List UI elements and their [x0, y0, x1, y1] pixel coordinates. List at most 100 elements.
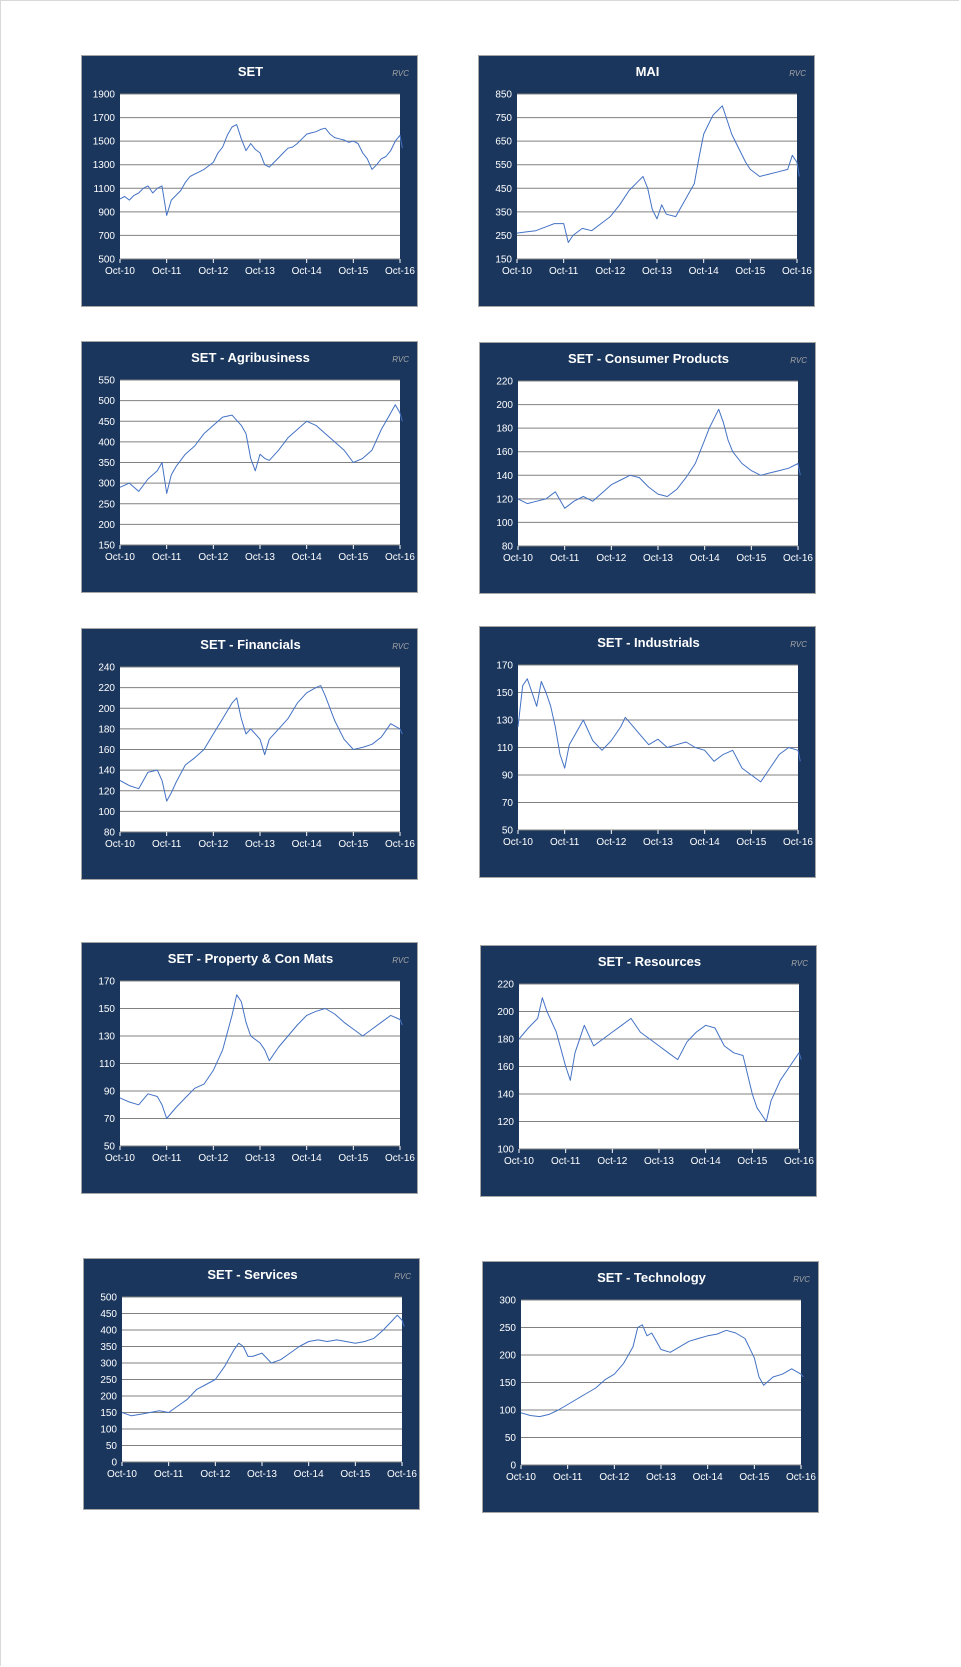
chart-title: SET - Consumer Products	[567, 351, 730, 366]
x-tick-label: Oct-14	[690, 553, 720, 564]
x-tick-label: Oct-15	[736, 553, 766, 564]
chart-svg: 50 70 90 110 130 150 170 Oct-10 Oct-11 Oct-12 Oct-…	[98, 977, 415, 1165]
x-tick-label: Oct-15	[737, 1156, 767, 1167]
y-tick-label: 350	[100, 1342, 117, 1353]
watermark: RVC	[394, 1272, 411, 1281]
series-line	[119, 994, 403, 1119]
y-tick-label: 300	[98, 479, 115, 490]
series-line	[121, 1314, 405, 1417]
y-tick-label: 700	[98, 231, 115, 242]
y-tick-label: 180	[497, 1035, 514, 1046]
x-tick-label: Oct-16	[786, 1472, 816, 1483]
y-tick-label: 150	[496, 688, 513, 699]
x-tick-label: Oct-11	[152, 552, 182, 563]
x-tick-label: Oct-13	[245, 1153, 275, 1164]
watermark: RVC	[392, 642, 409, 651]
y-tick-label: 200	[497, 1007, 514, 1018]
series-line	[119, 685, 403, 802]
y-tick-label: 50	[502, 826, 514, 837]
y-tick-label: 160	[497, 1062, 514, 1073]
x-tick-label: Oct-15	[338, 552, 368, 563]
y-tick-label: 200	[499, 1351, 516, 1362]
x-tick-label: Oct-13	[643, 837, 673, 848]
x-tick-label: Oct-14	[693, 1472, 723, 1483]
chart-panel-set-technology: SET - Technology RVC 0 50 100 150 200 250 300 Oct…	[482, 1261, 819, 1513]
y-tick-label: 140	[497, 1090, 514, 1101]
y-tick-label: 150	[98, 1004, 115, 1015]
y-tick-label: 90	[502, 771, 514, 782]
y-tick-label: 550	[98, 376, 115, 387]
y-tick-label: 50	[106, 1441, 118, 1452]
series-line	[516, 105, 800, 243]
x-tick-label: Oct-16	[783, 837, 813, 848]
chart-panel-set-resources: SET - Resources RVC 100 120 140 160 180 200 220 O…	[480, 945, 817, 1197]
y-tick-label: 150	[495, 255, 512, 266]
y-tick-label: 350	[495, 207, 512, 218]
y-tick-label: 550	[495, 160, 512, 171]
x-tick-label: Oct-16	[784, 1156, 814, 1167]
x-tick-label: Oct-13	[245, 266, 275, 277]
y-tick-label: 90	[104, 1087, 116, 1098]
x-tick-label: Oct-14	[292, 266, 322, 277]
watermark: RVC	[790, 356, 807, 365]
chart-panel-mai: MAI RVC 150 250 350 450 550 650 750 850 Oct-10 Oct-…	[478, 55, 815, 307]
y-tick-label: 300	[100, 1359, 117, 1370]
y-tick-label: 250	[499, 1323, 516, 1334]
y-tick-label: 70	[502, 798, 514, 809]
x-tick-label: Oct-10	[506, 1472, 536, 1483]
y-tick-label: 400	[98, 437, 115, 448]
x-tick-label: Oct-16	[385, 1153, 415, 1164]
x-tick-label: Oct-15	[735, 266, 765, 277]
y-tick-label: 130	[496, 716, 513, 727]
y-tick-label: 850	[495, 90, 512, 101]
y-tick-label: 80	[502, 542, 514, 553]
x-tick-label: Oct-14	[294, 1469, 324, 1480]
y-tick-label: 450	[495, 184, 512, 195]
y-tick-label: 500	[100, 1293, 117, 1304]
series-line	[517, 678, 801, 783]
x-tick-label: Oct-10	[107, 1469, 137, 1480]
chart-panel-set-financials: SET - Financials RVC 80 100 120 140 160 180 200 2…	[81, 628, 418, 880]
x-tick-label: Oct-11	[550, 837, 580, 848]
y-tick-label: 180	[496, 424, 513, 435]
x-tick-label: Oct-15	[340, 1469, 370, 1480]
x-tick-label: Oct-10	[105, 266, 135, 277]
y-tick-label: 0	[510, 1461, 516, 1472]
x-tick-label: Oct-10	[105, 552, 135, 563]
x-tick-label: Oct-14	[689, 266, 719, 277]
x-tick-label: Oct-14	[292, 552, 322, 563]
y-tick-label: 150	[100, 1408, 117, 1419]
y-tick-label: 500	[98, 255, 115, 266]
y-tick-label: 1700	[93, 113, 116, 124]
chart-title: SET - Industrials	[597, 635, 700, 650]
chart-svg: 0 50 100 150 200 250 300 350 400 450 500 Oct-10 Oct-…	[100, 1293, 417, 1481]
series-line	[119, 124, 403, 216]
x-tick-label: Oct-13	[644, 1156, 674, 1167]
chart-svg: 0 50 100 150 200 250 300 Oct-10 Oct-11 Oct-12 Oct-…	[499, 1296, 816, 1484]
x-tick-label: Oct-11	[549, 266, 579, 277]
watermark: RVC	[392, 355, 409, 364]
chart-panel-set-services: SET - Services RVC 0 50 100 150 200 250 300 350 40…	[83, 1258, 420, 1510]
chart-title: SET - Services	[207, 1267, 298, 1282]
y-tick-label: 150	[98, 541, 115, 552]
chart-svg: 50 70 90 110 130 150 170 Oct-10 Oct-11 Oct-12 Oct-…	[496, 661, 813, 849]
y-tick-label: 650	[495, 137, 512, 148]
y-tick-label: 220	[497, 980, 514, 991]
y-tick-label: 1900	[93, 90, 116, 101]
y-tick-label: 200	[496, 400, 513, 411]
x-tick-label: Oct-16	[385, 839, 415, 850]
x-tick-label: Oct-13	[642, 266, 672, 277]
y-tick-label: 250	[495, 231, 512, 242]
x-tick-label: Oct-12	[599, 1472, 629, 1483]
plot-area	[517, 94, 797, 259]
chart-title: SET	[237, 64, 264, 79]
y-tick-label: 500	[98, 396, 115, 407]
x-tick-label: Oct-15	[338, 839, 368, 850]
y-tick-label: 120	[98, 786, 115, 797]
chart-title: SET - Agribusiness	[191, 350, 310, 365]
chart-panel-set-agribusiness: SET - Agribusiness RVC 150 200 250 300 350 400 4…	[81, 341, 418, 593]
y-tick-label: 1100	[93, 184, 115, 195]
chart-title: SET - Property & Con Mats	[167, 951, 334, 966]
y-tick-label: 1500	[93, 137, 116, 148]
x-tick-label: Oct-11	[152, 1153, 182, 1164]
